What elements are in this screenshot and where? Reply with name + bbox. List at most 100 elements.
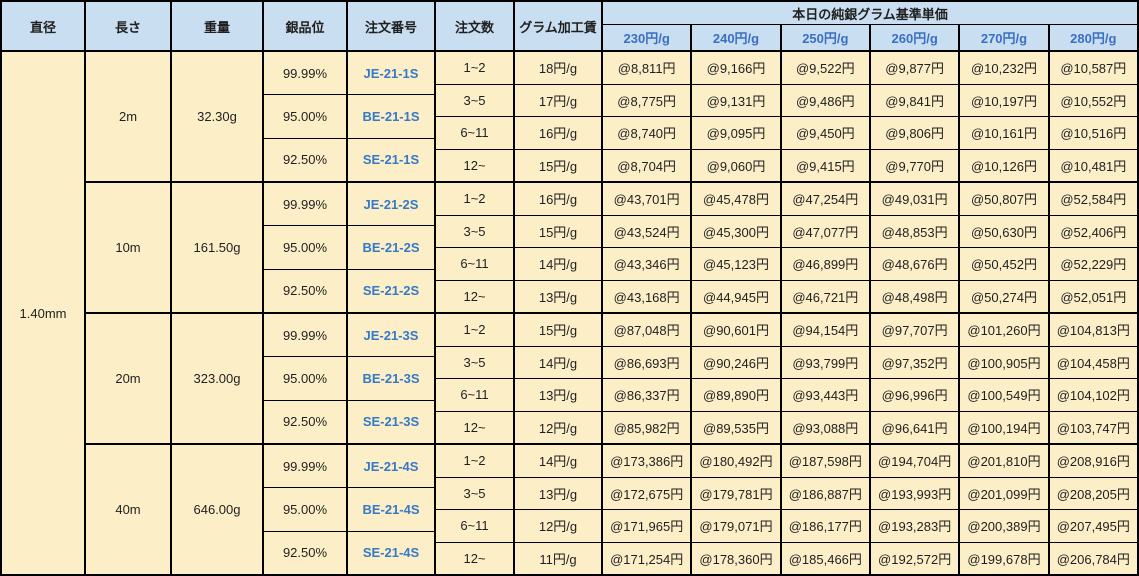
price-cell: @9,166円 bbox=[692, 52, 782, 84]
purity-cell: 99.99% bbox=[264, 183, 348, 226]
order-qty-cell: 6~11 bbox=[436, 117, 515, 149]
order-qty-cell: 12~ bbox=[436, 542, 515, 574]
price-cell: @9,877円 bbox=[871, 52, 961, 84]
price-cell: @90,601円 bbox=[692, 314, 782, 346]
order-number-link[interactable]: JE-21-4S bbox=[348, 445, 436, 488]
order-qty-cell: 1~2 bbox=[436, 183, 515, 215]
price-cell: @43,168円 bbox=[603, 280, 693, 312]
price-cell: @9,060円 bbox=[692, 149, 782, 181]
price-cell: @100,905円 bbox=[960, 346, 1050, 378]
price-cell: @10,126円 bbox=[960, 149, 1050, 181]
order-number-link[interactable]: BE-21-4S bbox=[348, 488, 436, 531]
order-qty-cell: 1~2 bbox=[436, 52, 515, 84]
purity-row: 99.99% JE-21-3S bbox=[264, 314, 436, 358]
order-number-link[interactable]: BE-21-3S bbox=[348, 357, 436, 400]
order-qty-cell: 6~11 bbox=[436, 248, 515, 280]
price-cell: @94,154円 bbox=[782, 314, 871, 346]
gram-fee-cell: 16円/g bbox=[515, 117, 603, 149]
purity-row: 92.50% SE-21-4S bbox=[264, 531, 436, 574]
price-cell: @52,051円 bbox=[1060, 289, 1127, 305]
price-cell: @171,254円 bbox=[603, 542, 693, 574]
purity-cell: 95.00% bbox=[264, 226, 348, 269]
order-qty-cell: 6~11 bbox=[436, 379, 515, 411]
price-column-header-260: 260円/g bbox=[871, 25, 961, 50]
gram-fee-cell: 11円/g bbox=[515, 542, 603, 574]
price-cell: @96,996円 bbox=[871, 379, 961, 411]
price-cell: @201,810円 bbox=[960, 445, 1050, 477]
weight-cell: 32.30g bbox=[172, 52, 264, 181]
table-row: 12~ 11円/g @171,254円 @178,360円 @185,466円 @192,… bbox=[436, 542, 1137, 574]
column-header-order-number: 注文番号 bbox=[348, 2, 436, 50]
order-number-link[interactable]: JE-21-1S bbox=[348, 52, 436, 95]
price-cell: @87,048円 bbox=[603, 314, 693, 346]
price-column-header-280: 280円/g bbox=[1070, 31, 1117, 46]
price-column-header-230: 230円/g bbox=[603, 25, 693, 50]
weight-cell: 323.00g bbox=[172, 314, 264, 443]
order-number-link[interactable]: JE-21-2S bbox=[348, 183, 436, 226]
price-cell: @47,077円 bbox=[782, 215, 871, 247]
price-cell: @43,346円 bbox=[603, 248, 693, 280]
qty-rows-block: 1~2 14円/g @173,386円 @180,492円 @187,598円 @194,… bbox=[436, 445, 1137, 574]
purity-row: 99.99% JE-21-1S bbox=[264, 52, 436, 96]
purity-block: 99.99% JE-21-4S 95.00% BE-21-4S 92.50% SE-21-… bbox=[264, 445, 436, 574]
price-cell: @52,229円 bbox=[1060, 257, 1127, 273]
price-column-header-240: 240円/g bbox=[692, 25, 782, 50]
order-number-link[interactable]: JE-21-3S bbox=[348, 314, 436, 357]
price-cell: @206,784円 bbox=[1056, 551, 1130, 567]
price-cell: @93,443円 bbox=[782, 379, 871, 411]
gram-fee-cell: 13円/g bbox=[515, 280, 603, 312]
gram-fee-cell: 14円/g bbox=[515, 346, 603, 378]
price-cell: @103,747円 bbox=[1056, 420, 1130, 436]
order-qty-cell: 12~ bbox=[436, 411, 515, 443]
order-number-link[interactable]: SE-21-1S bbox=[348, 138, 436, 181]
order-qty-cell: 3~5 bbox=[436, 215, 515, 247]
price-cell: @45,478円 bbox=[692, 183, 782, 215]
gram-fee-cell: 12円/g bbox=[515, 411, 603, 443]
price-cell: @93,799円 bbox=[782, 346, 871, 378]
price-cell: @9,131円 bbox=[692, 84, 782, 116]
price-cell: @173,386円 bbox=[603, 445, 693, 477]
purity-row: 92.50% SE-21-1S bbox=[264, 138, 436, 181]
order-qty-cell: 3~5 bbox=[436, 346, 515, 378]
price-cell: @194,704円 bbox=[871, 445, 961, 477]
price-cell: @47,254円 bbox=[782, 183, 871, 215]
price-cell: @89,890円 bbox=[692, 379, 782, 411]
diameter-cell: 1.40mm bbox=[2, 52, 86, 574]
price-cell: @193,993円 bbox=[871, 477, 961, 509]
price-header-block: 本日の純銀グラム基準単価 230円/g 240円/g 250円/g 260円/g… bbox=[603, 2, 1137, 50]
column-header-weight: 重量 bbox=[172, 2, 264, 50]
order-number-link[interactable]: SE-21-4S bbox=[348, 531, 436, 574]
column-header-diameter: 直径 bbox=[2, 2, 86, 50]
price-cell: @179,071円 bbox=[692, 510, 782, 542]
table-row: 3~5 14円/g @86,693円 @90,246円 @93,799円 @97,352円… bbox=[436, 346, 1137, 379]
price-cell: @8,704円 bbox=[603, 149, 693, 181]
purity-cell: 92.50% bbox=[264, 531, 348, 574]
table-body: 1.40mm 2m 32.30g 99.99% JE-21-1S 95.00% BE-21… bbox=[2, 52, 1137, 574]
price-cell: @193,283円 bbox=[871, 510, 961, 542]
purity-row: 92.50% SE-21-2S bbox=[264, 269, 436, 312]
order-number-link[interactable]: SE-21-3S bbox=[348, 400, 436, 443]
gram-fee-cell: 13円/g bbox=[515, 477, 603, 509]
column-header-order-qty: 注文数 bbox=[436, 2, 515, 50]
price-cell: @100,194円 bbox=[960, 411, 1050, 443]
length-cell: 20m bbox=[86, 314, 172, 443]
table-row: 1~2 14円/g @173,386円 @180,492円 @187,598円 @194,… bbox=[436, 445, 1137, 478]
purity-row: 95.00% BE-21-3S bbox=[264, 357, 436, 401]
price-cell: @10,587円 bbox=[1060, 61, 1127, 77]
table-header: 直径 長さ 重量 銀品位 注文番号 注文数 グラム加工賃 本日の純銀グラム基準単… bbox=[2, 2, 1137, 52]
price-cell: @185,466円 bbox=[782, 542, 871, 574]
gram-fee-cell: 14円/g bbox=[515, 248, 603, 280]
order-number-link[interactable]: BE-21-1S bbox=[348, 95, 436, 138]
price-cell: @46,899円 bbox=[782, 248, 871, 280]
order-qty-cell: 3~5 bbox=[436, 84, 515, 116]
order-number-link[interactable]: BE-21-2S bbox=[348, 226, 436, 269]
table-row: 1~2 18円/g @8,811円 @9,166円 @9,522円 @9,877円 @10,… bbox=[436, 52, 1137, 85]
purity-cell: 99.99% bbox=[264, 314, 348, 357]
length-cell: 2m bbox=[86, 52, 172, 181]
order-number-link[interactable]: SE-21-2S bbox=[348, 269, 436, 312]
price-cell: @9,841円 bbox=[871, 84, 961, 116]
purity-cell: 95.00% bbox=[264, 357, 348, 400]
price-cell: @48,498円 bbox=[871, 280, 961, 312]
purity-cell: 95.00% bbox=[264, 95, 348, 138]
price-cell: @85,982円 bbox=[603, 411, 693, 443]
